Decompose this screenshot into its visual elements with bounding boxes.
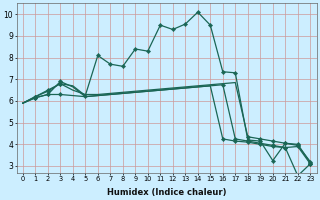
X-axis label: Humidex (Indice chaleur): Humidex (Indice chaleur) — [107, 188, 226, 197]
